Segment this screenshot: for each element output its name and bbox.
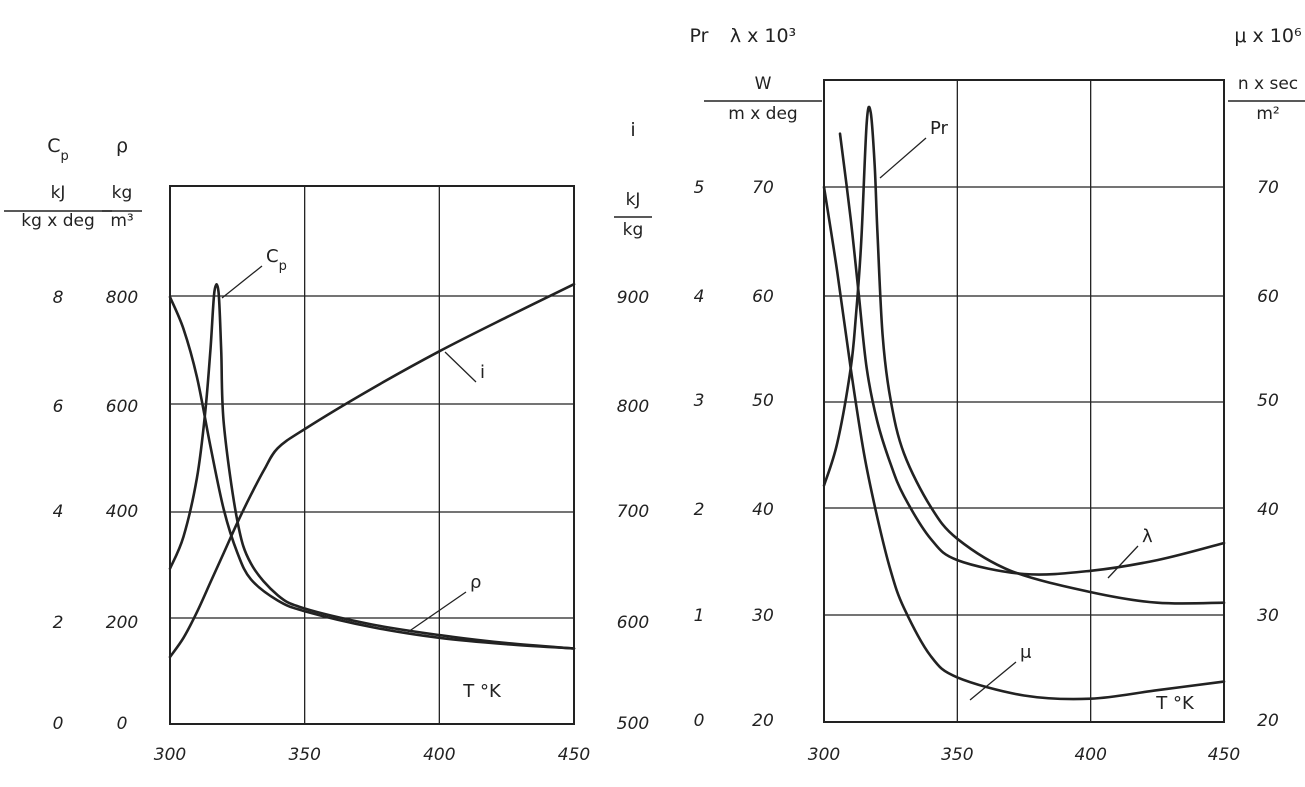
y-tick-label: 500: [617, 714, 649, 734]
y-tick-label: 30: [752, 606, 774, 626]
series-label: i: [480, 362, 485, 383]
x-tick-label: 300: [808, 745, 840, 765]
y-tick-label: 3: [694, 391, 705, 411]
y-tick-label: 60: [752, 287, 774, 307]
x-tick-label: 350: [941, 745, 973, 765]
axis-unit-numerator: n x sec: [1238, 74, 1298, 94]
series-line: [838, 132, 1226, 576]
x-tick-label: 450: [558, 745, 590, 765]
series-line: [822, 185, 1226, 701]
y-tick-label: 2: [694, 500, 705, 520]
y-tick-label: 5: [694, 178, 705, 198]
axis-unit-denominator: m²: [1256, 104, 1279, 124]
series-label: λ: [1142, 526, 1153, 547]
series-leader-line: [221, 265, 263, 299]
y-tick-label: 800: [617, 397, 649, 417]
axis-title: Cp: [47, 135, 69, 164]
plot-frame: [823, 79, 1225, 723]
y-tick-label: 50: [1257, 391, 1279, 411]
series-label: ρ: [470, 572, 481, 593]
y-tick-label: 60: [1257, 287, 1279, 307]
axis-title: Pr: [690, 25, 709, 47]
axis-unit-numerator: W: [755, 74, 772, 94]
y-tick-label: 900: [617, 288, 649, 308]
axis-unit-numerator: kJ: [51, 183, 66, 203]
x-unit-label: T °K: [1155, 693, 1195, 714]
series-line: [168, 282, 576, 659]
axis-unit-denominator: kg: [623, 220, 644, 240]
y-tick-label: 400: [106, 502, 138, 522]
y-tick-label: 20: [1257, 711, 1279, 731]
x-tick-label: 450: [1208, 745, 1240, 765]
series-line: [168, 283, 576, 650]
y-tick-label: 70: [1257, 178, 1279, 198]
y-tick-label: 200: [106, 613, 138, 633]
y-tick-label: 800: [106, 288, 138, 308]
x-tick-label: 300: [154, 745, 186, 765]
axis-title: i: [630, 119, 635, 141]
axis-unit-denominator: m³: [110, 211, 133, 231]
right-chart: 300 350 400 450 T °K Pr 0 1 2 3 4 5 λ x 10³ Wm x deg 2…: [690, 25, 1305, 765]
x-tick-label: 350: [288, 745, 320, 765]
y-tick-label: 0: [117, 714, 128, 734]
series-leader-line: [1107, 545, 1139, 579]
axis-unit-denominator: m x deg: [728, 104, 797, 124]
y-tick-label: 30: [1257, 606, 1279, 626]
plot-frame: [169, 185, 575, 725]
axis-unit-numerator: kJ: [626, 190, 641, 210]
x-unit-label: T °K: [462, 681, 502, 702]
series-leader-line: [969, 661, 1017, 701]
y-tick-label: 0: [694, 711, 705, 731]
y-tick-label: 0: [53, 714, 64, 734]
series-label: Pr: [930, 118, 949, 139]
y-tick-label: 70: [752, 178, 774, 198]
x-tick-label: 400: [423, 745, 455, 765]
y-tick-label: 6: [53, 397, 64, 417]
y-tick-label: 4: [53, 502, 64, 522]
series-leader-line: [879, 137, 927, 179]
y-tick-label: 4: [694, 287, 705, 307]
series-label: Cp: [266, 246, 287, 274]
left-chart: 300 350 400 450 T °K Cp kJ kg x deg 0 2 4 6 8 ρ kg m³ 0 2…: [4, 119, 652, 765]
y-tick-label: 40: [1257, 500, 1279, 520]
series-line: [822, 105, 1226, 605]
y-tick-label: 40: [752, 500, 774, 520]
axis-title: λ x 10³: [730, 25, 796, 47]
y-tick-label: 600: [617, 613, 649, 633]
axis-unit-numerator: kg: [112, 183, 133, 203]
y-tick-label: 1: [694, 606, 705, 626]
y-tick-label: 20: [752, 711, 774, 731]
y-tick-label: 700: [617, 502, 649, 522]
axis-title: ρ: [116, 135, 128, 157]
y-tick-label: 50: [752, 391, 774, 411]
series-leader-line: [407, 591, 467, 633]
axis-title: μ x 10⁶: [1234, 25, 1301, 47]
y-tick-label: 600: [106, 397, 138, 417]
y-tick-label: 2: [53, 613, 64, 633]
series-line: [168, 295, 576, 650]
x-tick-label: 400: [1074, 745, 1106, 765]
y-tick-label: 8: [53, 288, 64, 308]
series-label: μ: [1020, 642, 1032, 663]
axis-unit-denominator: kg x deg: [21, 211, 95, 231]
series-leader-line: [444, 351, 477, 383]
